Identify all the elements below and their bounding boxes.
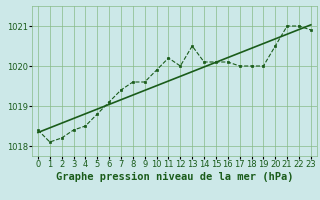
X-axis label: Graphe pression niveau de la mer (hPa): Graphe pression niveau de la mer (hPa) xyxy=(56,172,293,182)
